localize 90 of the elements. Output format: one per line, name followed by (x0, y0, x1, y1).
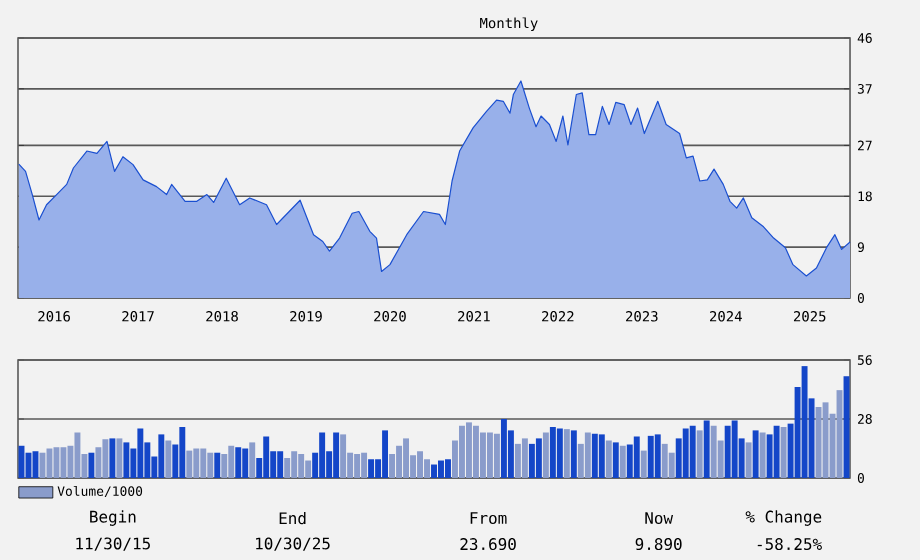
bar (654, 434, 661, 478)
bar (535, 438, 542, 478)
bar (626, 444, 633, 478)
bar (479, 432, 486, 478)
bar (759, 432, 766, 478)
bar (46, 448, 53, 478)
bar (396, 445, 403, 478)
bar (493, 433, 500, 478)
bar (109, 438, 116, 478)
bar (235, 447, 242, 478)
bar (584, 432, 591, 478)
bar (556, 428, 563, 478)
bar (193, 448, 200, 478)
bar (298, 453, 305, 478)
bar (598, 434, 605, 478)
bar (242, 448, 249, 478)
bar (277, 451, 284, 478)
bar (731, 420, 738, 478)
bar (417, 451, 423, 478)
bar (647, 435, 654, 478)
bar (703, 420, 710, 478)
bar (333, 432, 340, 478)
bar (696, 430, 703, 478)
bar (689, 425, 696, 478)
bar (661, 443, 668, 478)
bar (459, 425, 465, 478)
bar (549, 427, 556, 478)
bar (200, 448, 207, 478)
bar (214, 452, 221, 478)
bar (514, 443, 521, 478)
bar (640, 450, 647, 478)
bar (207, 452, 214, 478)
bar (53, 447, 60, 478)
bar (815, 406, 822, 478)
bar (354, 453, 361, 478)
bar (612, 442, 619, 478)
bar (158, 434, 165, 478)
bar (221, 453, 228, 478)
bar (605, 440, 612, 478)
bar (368, 459, 375, 478)
bar (521, 438, 528, 478)
bar (60, 447, 67, 478)
bar (563, 429, 570, 478)
bar (424, 459, 430, 478)
bar (431, 464, 437, 478)
bar (165, 440, 172, 478)
bar (472, 425, 479, 478)
bar (305, 460, 312, 478)
bar (591, 433, 598, 478)
bar (710, 425, 717, 478)
bar (542, 432, 549, 478)
bar (682, 428, 689, 478)
bar (186, 450, 193, 478)
bar (403, 438, 410, 478)
bar (361, 452, 368, 478)
bar (570, 430, 577, 478)
bar (801, 366, 808, 478)
bar (668, 452, 675, 478)
bar (88, 452, 95, 478)
bar (389, 453, 396, 478)
bar (74, 432, 81, 478)
bar (780, 427, 787, 478)
bar (773, 425, 780, 478)
bar (766, 434, 773, 478)
bar (500, 419, 507, 478)
bar (382, 430, 389, 478)
bar (445, 459, 451, 478)
bar (95, 447, 102, 478)
bar (123, 442, 130, 478)
bar (486, 432, 493, 478)
bar (179, 427, 186, 478)
bar (724, 425, 731, 478)
bar (284, 457, 291, 478)
bar (528, 443, 535, 478)
bar (137, 428, 144, 478)
bar (340, 434, 347, 478)
bar (102, 439, 109, 478)
bar (752, 430, 759, 478)
bar (319, 432, 326, 478)
bar (619, 445, 626, 478)
bar (822, 402, 829, 478)
bar (745, 442, 752, 478)
bar (465, 422, 472, 478)
bar (438, 460, 444, 478)
bar (249, 442, 256, 478)
bar (633, 436, 640, 478)
bar (228, 445, 235, 478)
bar (116, 438, 123, 478)
bar (291, 451, 298, 478)
bar (263, 436, 270, 478)
